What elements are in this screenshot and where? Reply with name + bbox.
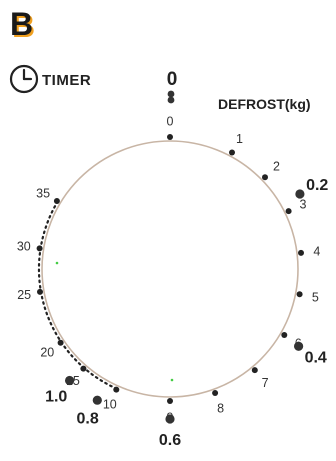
defrost-tick-dot xyxy=(295,189,305,199)
timer-tick-dot xyxy=(262,174,268,181)
timer-tick-dot xyxy=(80,365,87,372)
timer-tick-label: 2 xyxy=(273,160,280,174)
timer-tick-label: 4 xyxy=(313,245,320,259)
zero-marker-dots xyxy=(167,90,175,104)
timer-tick-dot xyxy=(113,386,120,393)
timer-tick-label: 1 xyxy=(236,132,243,146)
defrost-tick-dot xyxy=(165,414,175,424)
timer-tick-dot xyxy=(37,288,43,295)
panel-letter: B xyxy=(10,6,34,42)
timer-tick-label: 8 xyxy=(217,402,224,416)
defrost-ticks: 0.2 0.4 0.6 0.8 1.0 xyxy=(45,177,328,449)
defrost-label: DEFROST(kg) xyxy=(218,96,311,112)
timer-tick-dot xyxy=(281,332,288,338)
timer-tick-label: 10 xyxy=(103,398,117,412)
timer-tick-label: 20 xyxy=(40,345,54,359)
timer-tick-dot xyxy=(167,398,173,404)
timer-tick-label: 5 xyxy=(312,291,319,305)
timer-range-arc xyxy=(37,200,118,390)
timer-tick-dot xyxy=(285,208,292,215)
timer-tick-dot xyxy=(298,249,304,256)
timer-tick-dot xyxy=(57,339,64,346)
defrost-tick-label: 0.2 xyxy=(306,177,328,194)
timer-tick-label: 3 xyxy=(300,198,307,212)
defrost-tick-label: 0.8 xyxy=(76,411,98,428)
timer-tick-label: 30 xyxy=(17,239,31,253)
timer-tick-dot xyxy=(167,134,173,140)
timer-tick-dot xyxy=(212,390,219,396)
timer-ticks: 0123456789101520253035 xyxy=(17,115,321,425)
timer-tick-dot xyxy=(251,367,258,374)
clock-icon xyxy=(9,64,39,94)
green-marker xyxy=(170,378,174,382)
timer-tick-dot xyxy=(296,291,303,298)
defrost-tick-label: 0.4 xyxy=(305,350,327,367)
timer-tick-label: 0 xyxy=(167,115,174,129)
timer-tick-dot xyxy=(53,198,60,204)
defrost-tick-label: 0.6 xyxy=(159,432,181,449)
defrost-tick-label: 1.0 xyxy=(45,388,67,405)
timer-tick-label: 25 xyxy=(17,288,31,302)
timer-tick-label: 35 xyxy=(36,186,50,200)
timer-tick-dot xyxy=(36,245,43,252)
timer-tick-label: 7 xyxy=(262,376,269,390)
timer-label: TIMER xyxy=(42,72,92,89)
defrost-tick-dot xyxy=(92,395,102,405)
top-zero-label: 0 xyxy=(167,69,178,90)
timer-tick-dot xyxy=(229,149,235,156)
dial-ring xyxy=(41,140,299,398)
green-marker xyxy=(55,261,59,265)
defrost-tick-dot xyxy=(294,341,304,351)
defrost-tick-dot xyxy=(65,375,75,386)
